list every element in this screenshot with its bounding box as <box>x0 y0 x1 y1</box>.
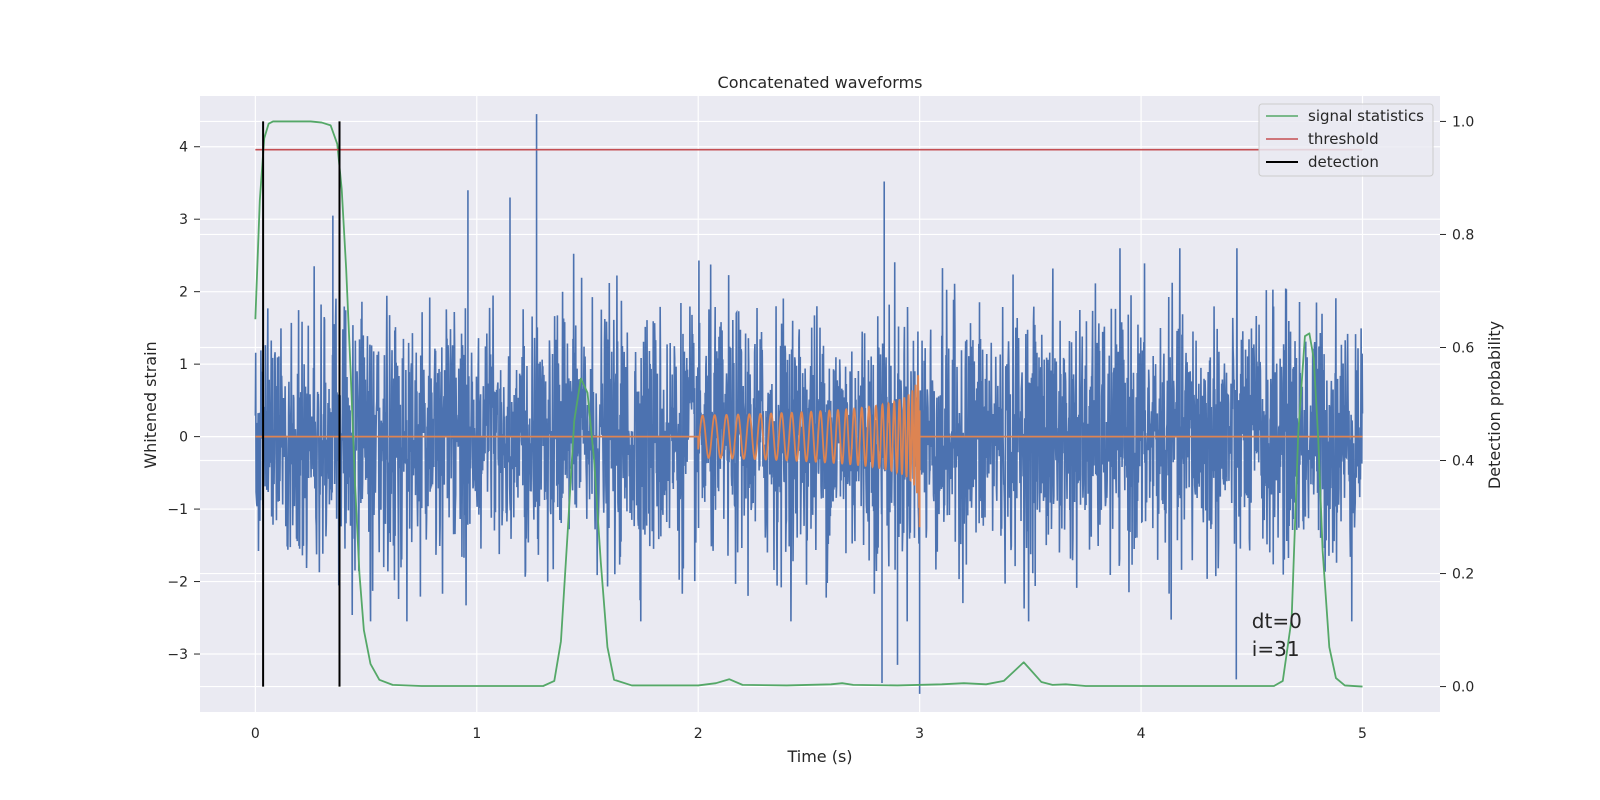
injection-trace <box>255 375 1363 528</box>
y-right-tick-label-2: 0.4 <box>1452 454 1474 470</box>
x-tick-label-5: 5 <box>1358 726 1367 742</box>
x-tick-label-0: 0 <box>251 726 260 742</box>
x-tick-label-4: 4 <box>1137 726 1146 742</box>
noise-trace <box>254 114 1364 694</box>
chart-title: Concatenated waveforms <box>718 73 923 92</box>
y-right-tick-label-1: 0.2 <box>1452 567 1474 583</box>
detection-series <box>262 121 341 687</box>
annotation: dt=0 i=31 <box>1252 609 1302 661</box>
injection-series <box>255 375 1363 528</box>
y-axis-left: −3 −2 −1 0 1 2 3 4 <box>167 140 200 663</box>
legend-label-signal-statistics: signal statistics <box>1308 107 1424 125</box>
x-tick-label-3: 3 <box>915 726 924 742</box>
y-right-tick-label-4: 0.8 <box>1452 227 1474 243</box>
legend-label-detection: detection <box>1308 153 1379 171</box>
annotation-line-dt: dt=0 <box>1252 609 1302 633</box>
y-axis-right: 0.0 0.2 0.4 0.6 0.8 1.0 <box>1440 114 1474 696</box>
y-right-tick-label-3: 0.6 <box>1452 340 1474 356</box>
x-axis: 0 1 2 3 4 5 <box>251 726 1367 742</box>
legend-box <box>1258 103 1434 177</box>
y-tick-label-3: 0 <box>179 430 188 446</box>
x-tick-label-1: 1 <box>472 726 481 742</box>
y-axis-label: Whitened strain <box>141 341 160 468</box>
y-right-tick-label-5: 1.0 <box>1452 114 1474 130</box>
y-tick-label-2: −1 <box>167 502 188 518</box>
grid <box>200 96 1440 712</box>
x-axis-label: Time (s) <box>786 747 852 766</box>
y-tick-label-7: 4 <box>179 140 188 156</box>
noise-series <box>254 114 1364 694</box>
legend: signal statistics threshold detection <box>1258 103 1434 177</box>
y-tick-label-5: 2 <box>179 285 188 301</box>
y-tick-label-4: 1 <box>179 357 188 373</box>
y-right-tick-label-0: 0.0 <box>1452 680 1474 696</box>
y-tick-label-1: −2 <box>167 575 188 591</box>
legend-label-threshold: threshold <box>1308 130 1379 148</box>
y-tick-label-6: 3 <box>179 212 188 228</box>
y-tick-label-0: −3 <box>167 647 188 663</box>
x-tick-label-2: 2 <box>694 726 703 742</box>
y-axis-right-label: Detection probability <box>1485 321 1504 489</box>
annotation-line-i: i=31 <box>1252 637 1300 661</box>
